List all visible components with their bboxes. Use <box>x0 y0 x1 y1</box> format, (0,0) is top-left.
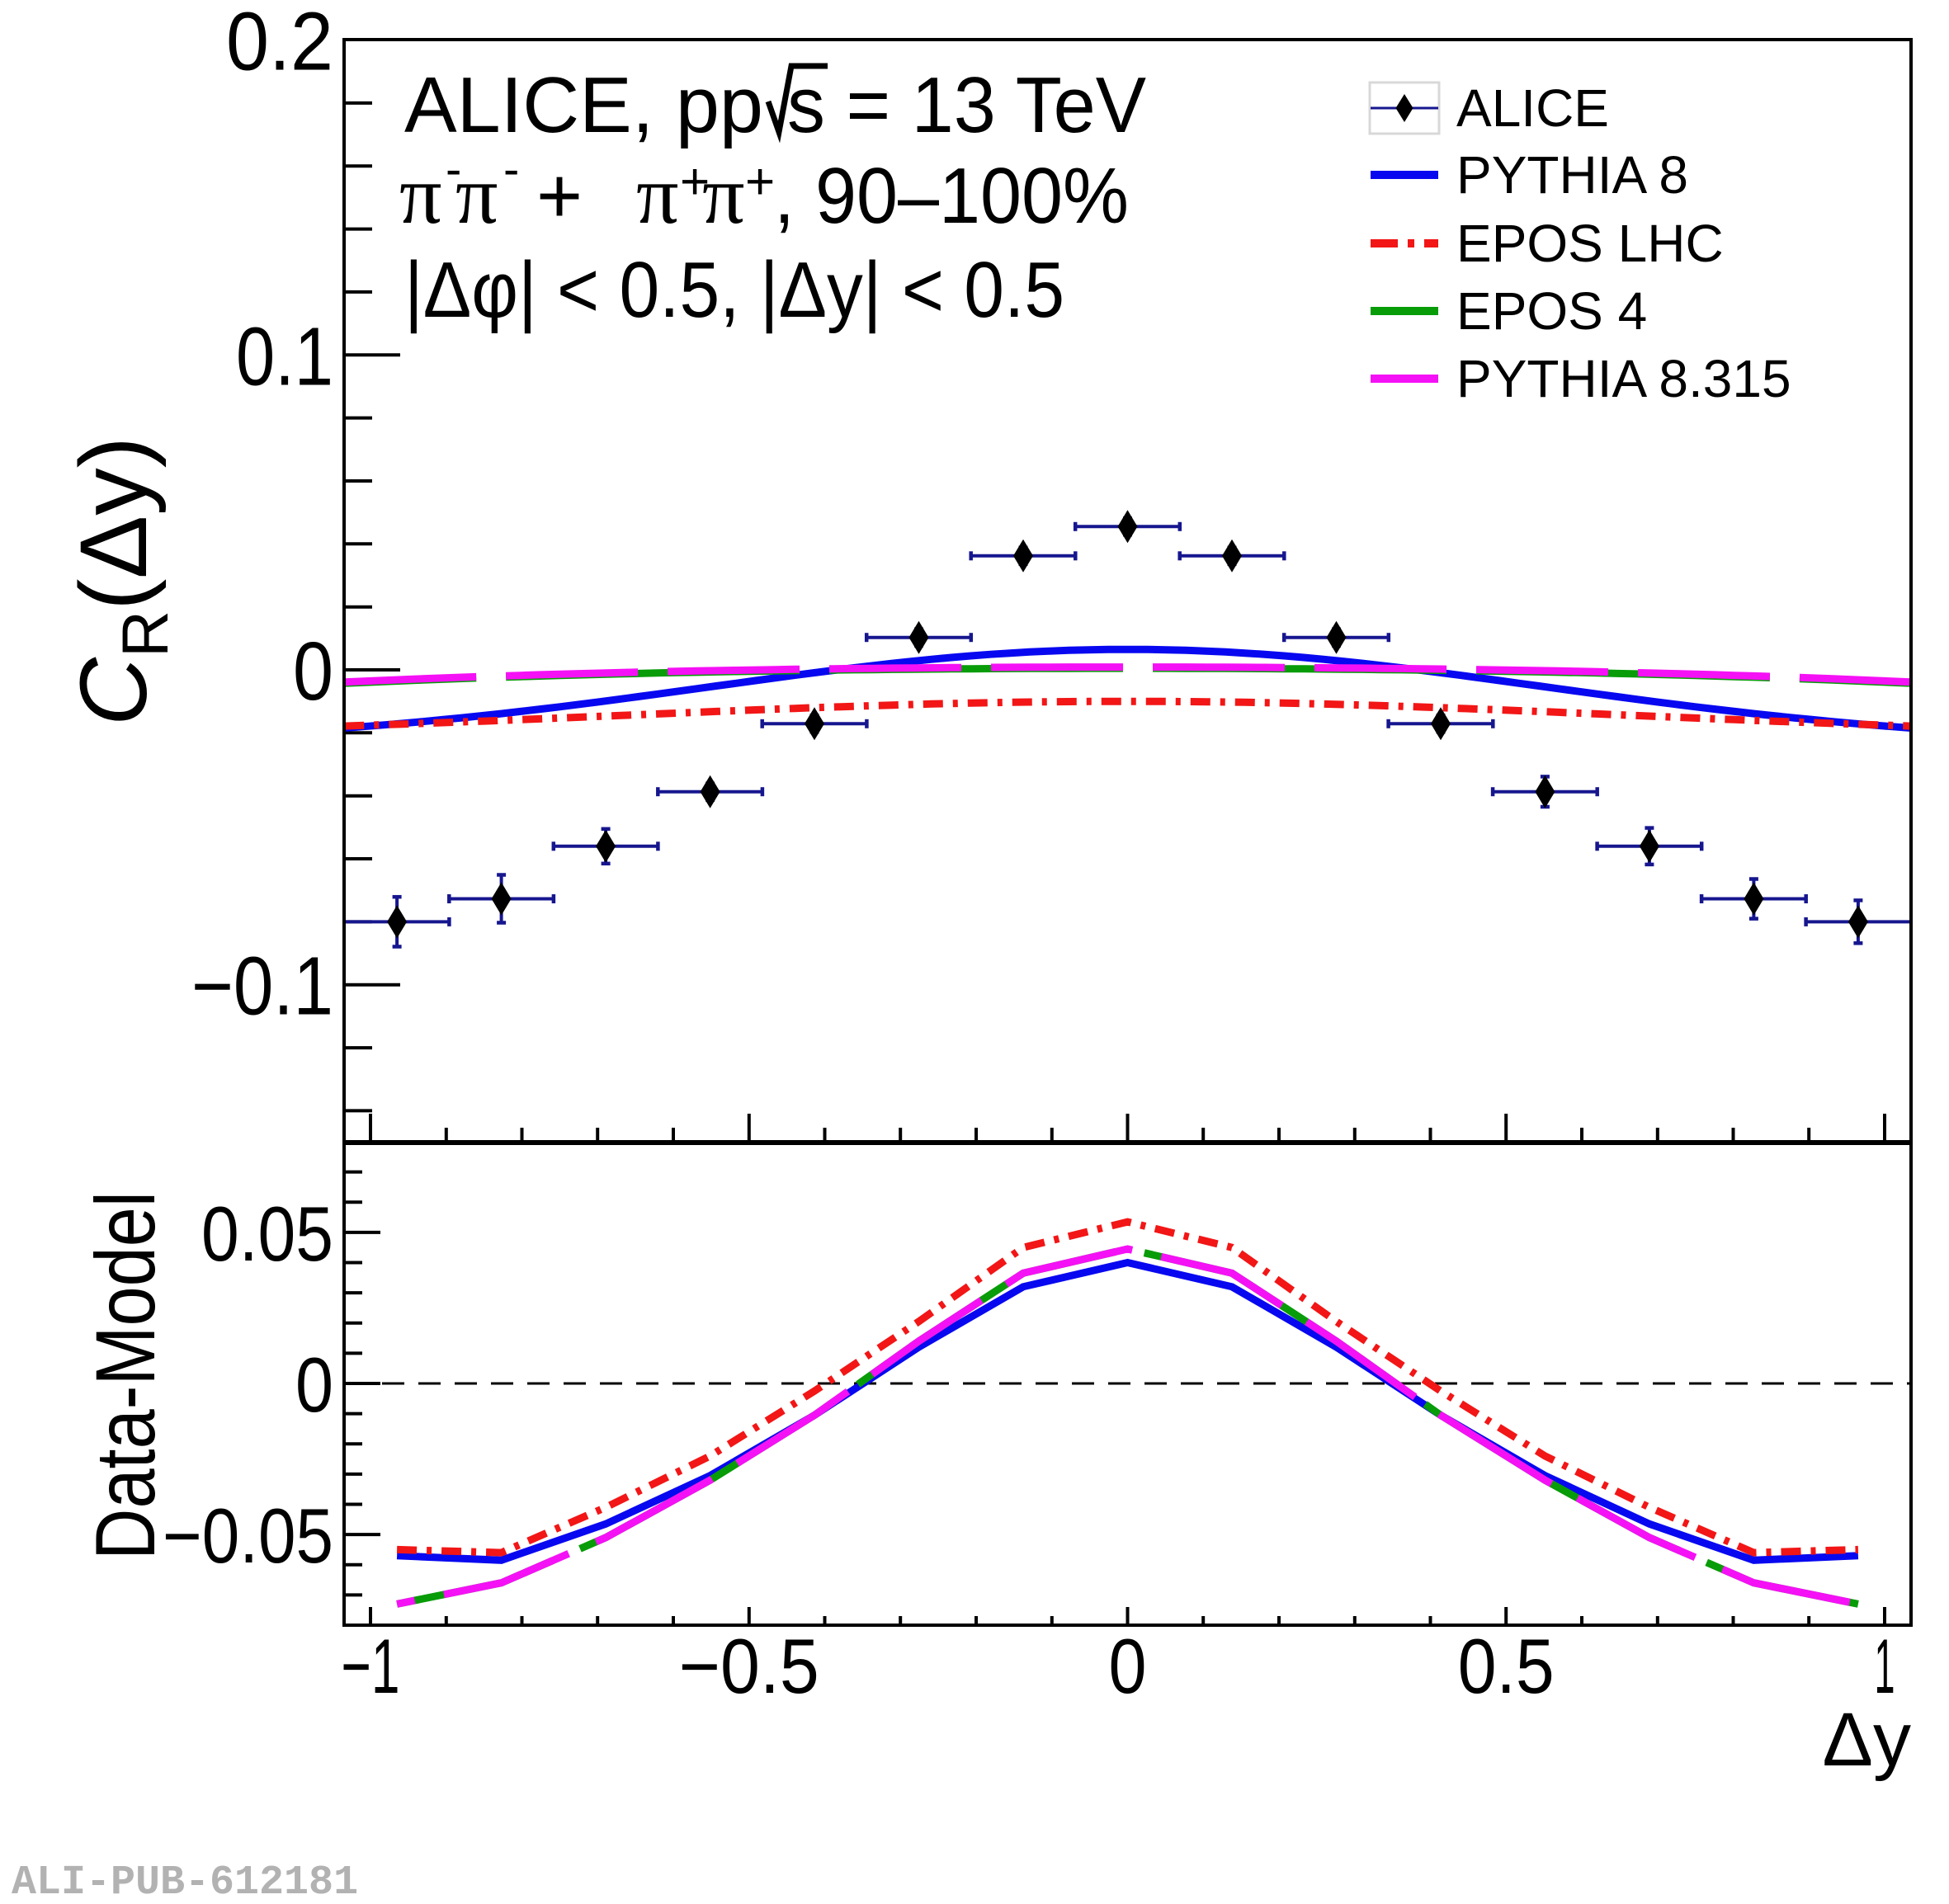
svg-text:0.1: 0.1 <box>236 310 333 403</box>
svg-text:0.05: 0.05 <box>201 1190 333 1277</box>
svg-text:+: + <box>680 153 710 210</box>
svg-text:−0.05: −0.05 <box>163 1492 333 1579</box>
svg-text:+: + <box>745 153 775 210</box>
svg-text:π: π <box>702 148 745 242</box>
svg-text:+: + <box>536 152 583 240</box>
svg-text:Data-Model: Data-Model <box>78 1191 172 1560</box>
svg-text:, 90–100%: , 90–100% <box>774 152 1129 240</box>
svg-text:π: π <box>636 148 679 242</box>
svg-text:ALI-PUB-612181: ALI-PUB-612181 <box>12 1859 358 1904</box>
svg-text:PYTHIA 8: PYTHIA 8 <box>1456 145 1688 205</box>
svg-text:PYTHIA 8.315: PYTHIA 8.315 <box>1456 349 1791 408</box>
svg-text:0.2: 0.2 <box>226 0 333 88</box>
svg-text:|Δφ| < 0.5, |Δy| < 0.5: |Δφ| < 0.5, |Δy| < 0.5 <box>404 246 1064 334</box>
svg-text:−0.1: −0.1 <box>191 940 333 1033</box>
svg-text:π: π <box>399 148 442 242</box>
svg-text:π: π <box>455 148 498 242</box>
svg-text:1: 1 <box>1875 1623 1895 1709</box>
svg-text:0: 0 <box>1109 1623 1147 1709</box>
svg-text:0: 0 <box>295 1341 333 1428</box>
svg-text:ALICE, pp: ALICE, pp <box>404 61 763 149</box>
svg-text:ALICE: ALICE <box>1456 78 1609 138</box>
svg-text:Δy: Δy <box>1823 1698 1911 1782</box>
svg-text:s = 13 TeV: s = 13 TeV <box>787 61 1146 149</box>
svg-text:EPOS LHC: EPOS LHC <box>1456 214 1724 273</box>
svg-text:0: 0 <box>293 625 333 718</box>
svg-text:EPOS 4: EPOS 4 <box>1456 281 1647 341</box>
svg-text:-: - <box>446 143 461 196</box>
svg-text:-: - <box>503 143 519 196</box>
svg-text:0.5: 0.5 <box>1458 1623 1555 1709</box>
svg-text:−1: −1 <box>342 1623 400 1709</box>
svg-text:−0.5: −0.5 <box>679 1623 819 1709</box>
svg-text:CR(Δy): CR(Δy) <box>61 436 182 726</box>
